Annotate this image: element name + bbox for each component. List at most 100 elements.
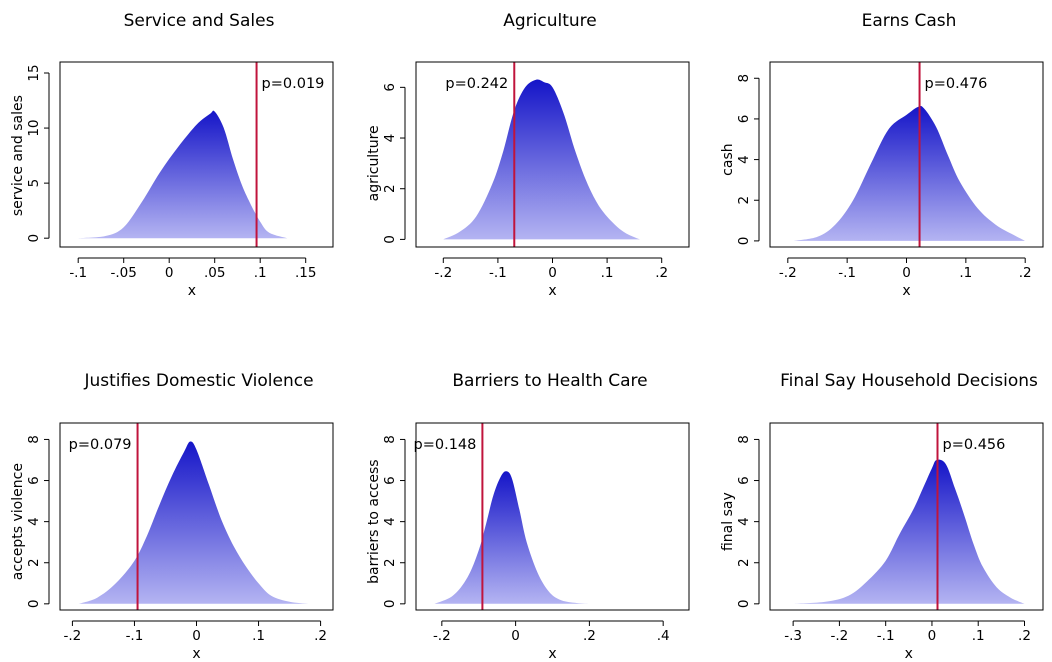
y-tick-label: 0 xyxy=(736,600,752,609)
y-tick-label: 2 xyxy=(382,184,398,193)
y-tick-label: 2 xyxy=(382,558,398,567)
y-tick-label: 4 xyxy=(736,155,752,164)
x-tick-label: -.2 xyxy=(434,265,452,281)
x-tick-label: 0 xyxy=(165,265,174,281)
plot-frame xyxy=(415,422,690,611)
y-tick-label: 0 xyxy=(26,600,42,609)
density-area xyxy=(443,79,640,240)
x-tick-label: .2 xyxy=(655,265,668,281)
x-tick-label: .1 xyxy=(254,265,267,281)
p-value-label: p=0.456 xyxy=(943,437,1006,453)
y-tick-label: 6 xyxy=(736,115,752,124)
panel-4: Justifies Domestic Violence p=0.079 -.2 -.1… xyxy=(10,371,334,662)
x-axis-label: x xyxy=(902,283,910,299)
x-tick-label: -.2 xyxy=(831,628,849,644)
x-tick-label: -.3 xyxy=(784,628,802,644)
y-tick-label: 2 xyxy=(26,558,42,567)
panel-2: Agriculture p=0.242 -.2 -.1 0 .1 .2 x 0 2 4 6 agricu… xyxy=(366,11,690,299)
y-tick-label: 5 xyxy=(26,179,42,188)
y-tick-label: 8 xyxy=(382,435,398,444)
x-tick-label: .15 xyxy=(295,265,316,281)
y-tick-label: 4 xyxy=(382,517,398,526)
x-tick-label: .1 xyxy=(252,628,265,644)
panel-title: Earns Cash xyxy=(862,11,957,31)
x-axis-label: x xyxy=(188,283,196,299)
y-axis-label: accepts violence xyxy=(10,463,26,580)
plot-frame xyxy=(59,422,334,611)
x-tick-label: 0 xyxy=(511,628,520,644)
panel-title: Agriculture xyxy=(503,11,597,31)
x-tick-label: .4 xyxy=(657,628,670,644)
x-axis-label: x xyxy=(192,646,200,662)
density-area xyxy=(793,459,1025,604)
y-tick-label: 8 xyxy=(736,74,752,83)
x-tick-label: 0 xyxy=(902,265,911,281)
plot-frame xyxy=(769,422,1044,611)
x-tick-label: -.2 xyxy=(779,265,797,281)
y-axis-label: cash xyxy=(720,143,736,175)
plot-frame xyxy=(59,61,334,248)
y-tick-label: 8 xyxy=(736,435,752,444)
y-axis-label: service and sales xyxy=(10,95,26,216)
y-tick-label: 0 xyxy=(736,237,752,246)
panel-title: Final Say Household Decisions xyxy=(780,371,1038,391)
p-value-label: p=0.079 xyxy=(69,437,132,453)
x-tick-label: .2 xyxy=(583,628,596,644)
y-tick-label: 0 xyxy=(382,235,398,244)
panel-1: Service and Sales p=0.019 -.1 -.05 0 .05 .1 .15… xyxy=(10,11,334,299)
x-tick-label: 0 xyxy=(192,628,201,644)
x-axis-label: x xyxy=(548,646,556,662)
y-axis-label: agriculture xyxy=(366,125,382,201)
x-tick-label: 0 xyxy=(548,265,557,281)
plot-frame xyxy=(415,61,690,248)
x-tick-label: .1 xyxy=(601,265,614,281)
x-tick-label: .2 xyxy=(1018,628,1031,644)
y-tick-label: 2 xyxy=(736,196,752,205)
x-tick-label: 0 xyxy=(928,628,937,644)
y-tick-label: 8 xyxy=(26,435,42,444)
p-value-label: p=0.476 xyxy=(925,76,988,92)
plot-frame xyxy=(769,61,1044,248)
x-tick-label: -.05 xyxy=(111,265,137,281)
x-tick-label: .2 xyxy=(314,628,327,644)
y-tick-label: 6 xyxy=(382,83,398,92)
x-tick-label: -.1 xyxy=(126,628,144,644)
p-value-label: p=0.019 xyxy=(262,76,325,92)
y-axis-label: barriers to access xyxy=(366,459,382,583)
y-tick-label: 4 xyxy=(736,517,752,526)
x-tick-label: .2 xyxy=(1019,265,1032,281)
y-tick-label: 0 xyxy=(382,600,398,609)
panel-3: Earns Cash p=0.476 -.2 -.1 0 .1 .2 x 0 2 4 6 8 cash xyxy=(720,11,1044,299)
y-tick-label: 4 xyxy=(26,517,42,526)
y-tick-label: 4 xyxy=(382,134,398,143)
p-value-label: p=0.148 xyxy=(414,437,477,453)
y-tick-label: 10 xyxy=(26,119,42,136)
y-tick-label: 6 xyxy=(26,476,42,485)
y-tick-label: 6 xyxy=(736,476,752,485)
x-tick-label: -.1 xyxy=(69,265,87,281)
x-tick-label: -.1 xyxy=(877,628,895,644)
density-area xyxy=(78,441,309,604)
y-tick-label: 15 xyxy=(26,64,42,81)
x-tick-label: .1 xyxy=(972,628,985,644)
panel-title: Service and Sales xyxy=(124,11,275,31)
x-tick-label: -.2 xyxy=(433,628,451,644)
panel-5: Barriers to Health Care p=0.148 -.2 0 .2 .4 x 0… xyxy=(366,371,690,662)
panel-title: Barriers to Health Care xyxy=(452,371,647,391)
x-tick-label: .1 xyxy=(959,265,972,281)
y-tick-label: 6 xyxy=(382,476,398,485)
y-tick-label: 0 xyxy=(26,234,42,243)
y-tick-label: 2 xyxy=(736,558,752,567)
x-tick-label: -.2 xyxy=(64,628,82,644)
panel-title: Justifies Domestic Violence xyxy=(83,371,313,391)
p-value-label: p=0.242 xyxy=(445,76,508,92)
x-axis-label: x xyxy=(905,646,913,662)
density-area xyxy=(78,110,288,239)
panel-6: Final Say Household Decisions p=0.456 -.3 -… xyxy=(720,371,1044,662)
y-axis-label: final say xyxy=(720,492,736,551)
x-tick-label: .05 xyxy=(204,265,225,281)
x-axis-label: x xyxy=(548,283,556,299)
x-tick-label: -.1 xyxy=(489,265,507,281)
x-tick-label: -.1 xyxy=(838,265,856,281)
